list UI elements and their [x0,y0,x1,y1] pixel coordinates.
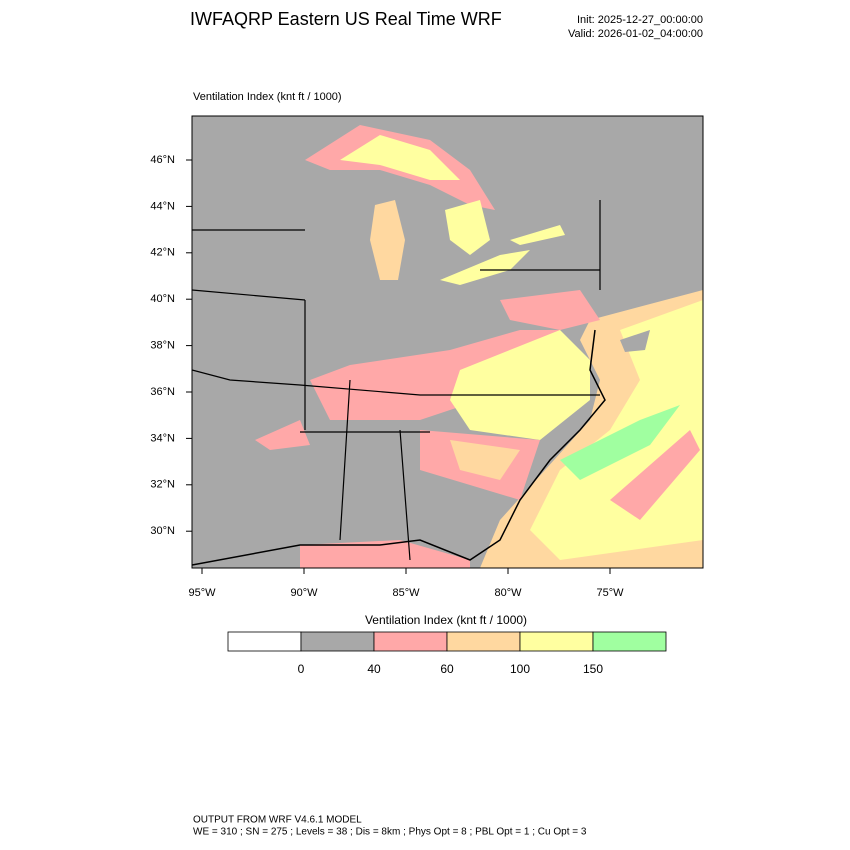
lat-label: 42°N [150,247,175,259]
coastline [192,329,606,566]
lake [370,200,405,280]
title: IWFAQRP Eastern US Real Time WRF [190,9,502,29]
colorbar: 0 40 60 100 150 [227,631,667,676]
lat-label: 38°N [150,340,175,352]
ocean-region [560,405,680,480]
lon-label: 85°W [392,587,420,599]
init-time: Init: 2025-12-27_00:00:00 [577,14,703,26]
map-title: Ventilation Index (knt ft / 1000) [193,91,342,103]
colorbar-box [300,631,375,652]
lat-label: 44°N [150,200,175,212]
valid-time: Valid: 2026-01-02_04:00:00 [568,28,703,40]
colorbar-label: 0 [298,662,305,676]
colorbar-title: Ventilation Index (knt ft / 1000) [365,613,527,627]
region [450,440,520,480]
colorbar-box [446,631,521,652]
lat-label: 32°N [150,479,175,491]
lon-label: 95°W [188,587,216,599]
lon-label: 75°W [596,587,624,599]
region [255,420,310,450]
lake [340,135,460,180]
map-frame [191,115,704,569]
lake [440,250,530,285]
colorbar-box [592,631,667,652]
borders [192,200,601,561]
lat-label: 30°N [150,525,175,537]
colorbar-label: 150 [583,662,603,676]
lat-label: 40°N [150,293,175,305]
ocean-region [620,330,650,352]
colorbar-box [373,631,448,652]
lake [510,225,565,245]
footer-line: OUTPUT FROM WRF V4.6.1 MODEL [193,815,362,826]
lon-label: 80°W [494,587,522,599]
lake [445,200,490,255]
map [191,115,704,569]
colorbar-label: 40 [367,662,381,676]
region [300,540,470,568]
colorbar-box [227,631,302,652]
colorbar-box [519,631,594,652]
colorbar-label: 100 [510,662,530,676]
region [310,330,560,420]
region [450,330,590,440]
lat-label: 34°N [150,432,175,444]
ocean-region [610,430,700,520]
lon-label: 90°W [290,587,318,599]
footer-line: WE = 310 ; SN = 275 ; Levels = 38 ; Dis … [193,827,587,838]
lat-label: 36°N [150,386,175,398]
region [500,290,600,330]
colorbar-label: 60 [440,662,454,676]
lat-label: 46°N [150,154,175,166]
